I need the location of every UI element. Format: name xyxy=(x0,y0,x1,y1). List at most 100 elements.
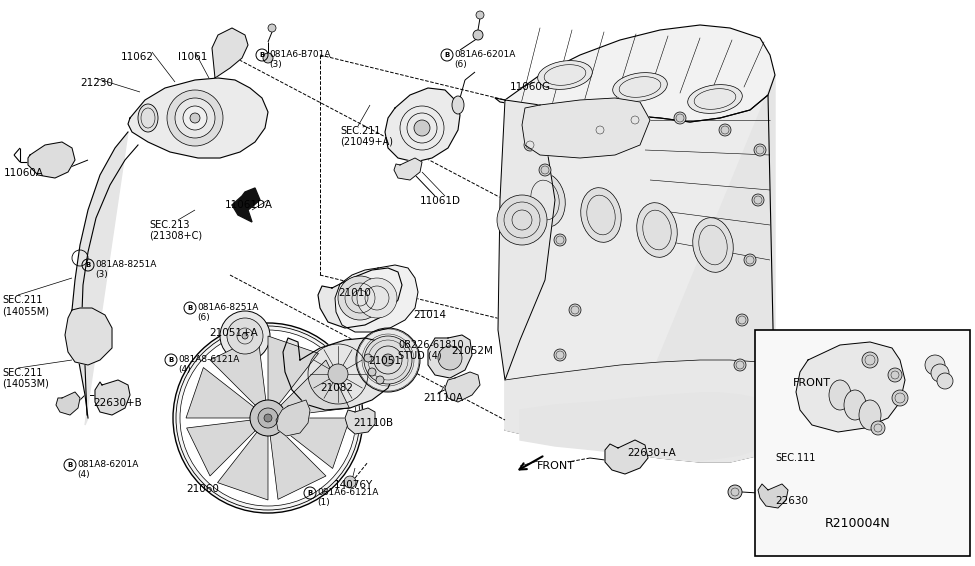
Text: (14053M): (14053M) xyxy=(2,379,49,389)
Text: 22630+A: 22630+A xyxy=(627,448,676,458)
Ellipse shape xyxy=(525,173,566,228)
Polygon shape xyxy=(56,392,80,415)
Polygon shape xyxy=(232,188,260,222)
Circle shape xyxy=(175,98,215,138)
Circle shape xyxy=(220,311,270,361)
Polygon shape xyxy=(498,100,555,380)
Text: 11060A: 11060A xyxy=(4,168,44,178)
Circle shape xyxy=(554,349,566,361)
Polygon shape xyxy=(495,25,775,122)
Text: (4): (4) xyxy=(77,470,90,479)
Polygon shape xyxy=(385,88,460,162)
Text: SEC.211: SEC.211 xyxy=(2,295,43,305)
Ellipse shape xyxy=(452,96,464,114)
Polygon shape xyxy=(445,372,480,402)
Ellipse shape xyxy=(581,188,621,242)
Bar xyxy=(755,330,970,556)
Polygon shape xyxy=(186,367,254,418)
Text: FRONT: FRONT xyxy=(537,461,575,471)
Circle shape xyxy=(344,476,356,488)
Circle shape xyxy=(180,330,356,506)
Circle shape xyxy=(258,408,278,428)
Text: B: B xyxy=(307,490,313,496)
Ellipse shape xyxy=(138,104,158,132)
Text: (4): (4) xyxy=(178,365,191,374)
Text: 11060G: 11060G xyxy=(510,82,551,92)
Text: 21051+A: 21051+A xyxy=(209,328,257,338)
Circle shape xyxy=(629,114,641,126)
Ellipse shape xyxy=(844,390,866,420)
Text: (1): (1) xyxy=(317,498,330,507)
Text: B: B xyxy=(86,262,91,268)
Ellipse shape xyxy=(829,380,851,410)
Circle shape xyxy=(539,164,551,176)
Polygon shape xyxy=(283,338,395,410)
Circle shape xyxy=(268,24,276,32)
Circle shape xyxy=(167,90,223,146)
Text: SEC.211: SEC.211 xyxy=(340,126,380,136)
Text: 21082: 21082 xyxy=(320,383,353,393)
Text: 081A6-6121A: 081A6-6121A xyxy=(317,488,378,497)
Ellipse shape xyxy=(692,218,733,272)
Circle shape xyxy=(736,314,748,326)
Text: 21014: 21014 xyxy=(413,310,446,320)
Circle shape xyxy=(674,112,686,124)
Text: FRONT: FRONT xyxy=(793,378,831,388)
Polygon shape xyxy=(128,78,268,158)
Polygon shape xyxy=(282,418,350,469)
Polygon shape xyxy=(505,95,775,462)
Circle shape xyxy=(356,328,420,392)
Circle shape xyxy=(357,278,397,318)
Text: B: B xyxy=(169,357,174,363)
Circle shape xyxy=(734,359,746,371)
Polygon shape xyxy=(210,337,266,405)
Polygon shape xyxy=(212,28,248,78)
Text: B: B xyxy=(67,462,72,468)
Circle shape xyxy=(937,373,953,389)
Text: 081A6-B701A: 081A6-B701A xyxy=(269,50,331,59)
Ellipse shape xyxy=(637,203,678,258)
Text: 21060: 21060 xyxy=(186,484,218,494)
Polygon shape xyxy=(186,420,255,476)
Circle shape xyxy=(871,421,885,435)
Text: B: B xyxy=(259,52,264,58)
Polygon shape xyxy=(276,400,310,436)
Circle shape xyxy=(476,11,484,19)
Circle shape xyxy=(728,485,742,499)
Circle shape xyxy=(892,390,908,406)
Circle shape xyxy=(497,195,547,245)
Circle shape xyxy=(719,124,731,136)
Polygon shape xyxy=(217,432,268,500)
Text: B: B xyxy=(445,52,449,58)
Circle shape xyxy=(376,376,384,384)
Circle shape xyxy=(754,144,766,156)
Text: 22630+B: 22630+B xyxy=(93,398,141,408)
Polygon shape xyxy=(335,265,418,332)
Circle shape xyxy=(925,355,945,375)
Ellipse shape xyxy=(537,61,592,89)
Text: (3): (3) xyxy=(269,60,282,69)
Text: 081A6-6201A: 081A6-6201A xyxy=(454,50,516,59)
Polygon shape xyxy=(268,336,319,404)
Polygon shape xyxy=(428,335,472,378)
Text: B: B xyxy=(187,305,193,311)
Circle shape xyxy=(364,336,412,384)
Circle shape xyxy=(264,414,272,422)
Text: 21110A: 21110A xyxy=(423,393,463,403)
Text: STUD (4): STUD (4) xyxy=(398,351,442,361)
Circle shape xyxy=(473,30,483,40)
Ellipse shape xyxy=(612,72,667,101)
Ellipse shape xyxy=(859,400,881,430)
Circle shape xyxy=(594,124,606,136)
Circle shape xyxy=(382,354,394,366)
Text: 11061D: 11061D xyxy=(420,196,461,206)
Text: 21230: 21230 xyxy=(80,78,113,88)
Text: 14076Y: 14076Y xyxy=(334,480,373,490)
Polygon shape xyxy=(394,158,422,180)
Text: 21110B: 21110B xyxy=(353,418,393,428)
Text: 081A8-6201A: 081A8-6201A xyxy=(77,460,138,469)
Text: 081A8-6121A: 081A8-6121A xyxy=(178,355,240,364)
Polygon shape xyxy=(95,380,130,415)
Circle shape xyxy=(338,276,382,320)
Text: SEC.211: SEC.211 xyxy=(2,368,43,378)
